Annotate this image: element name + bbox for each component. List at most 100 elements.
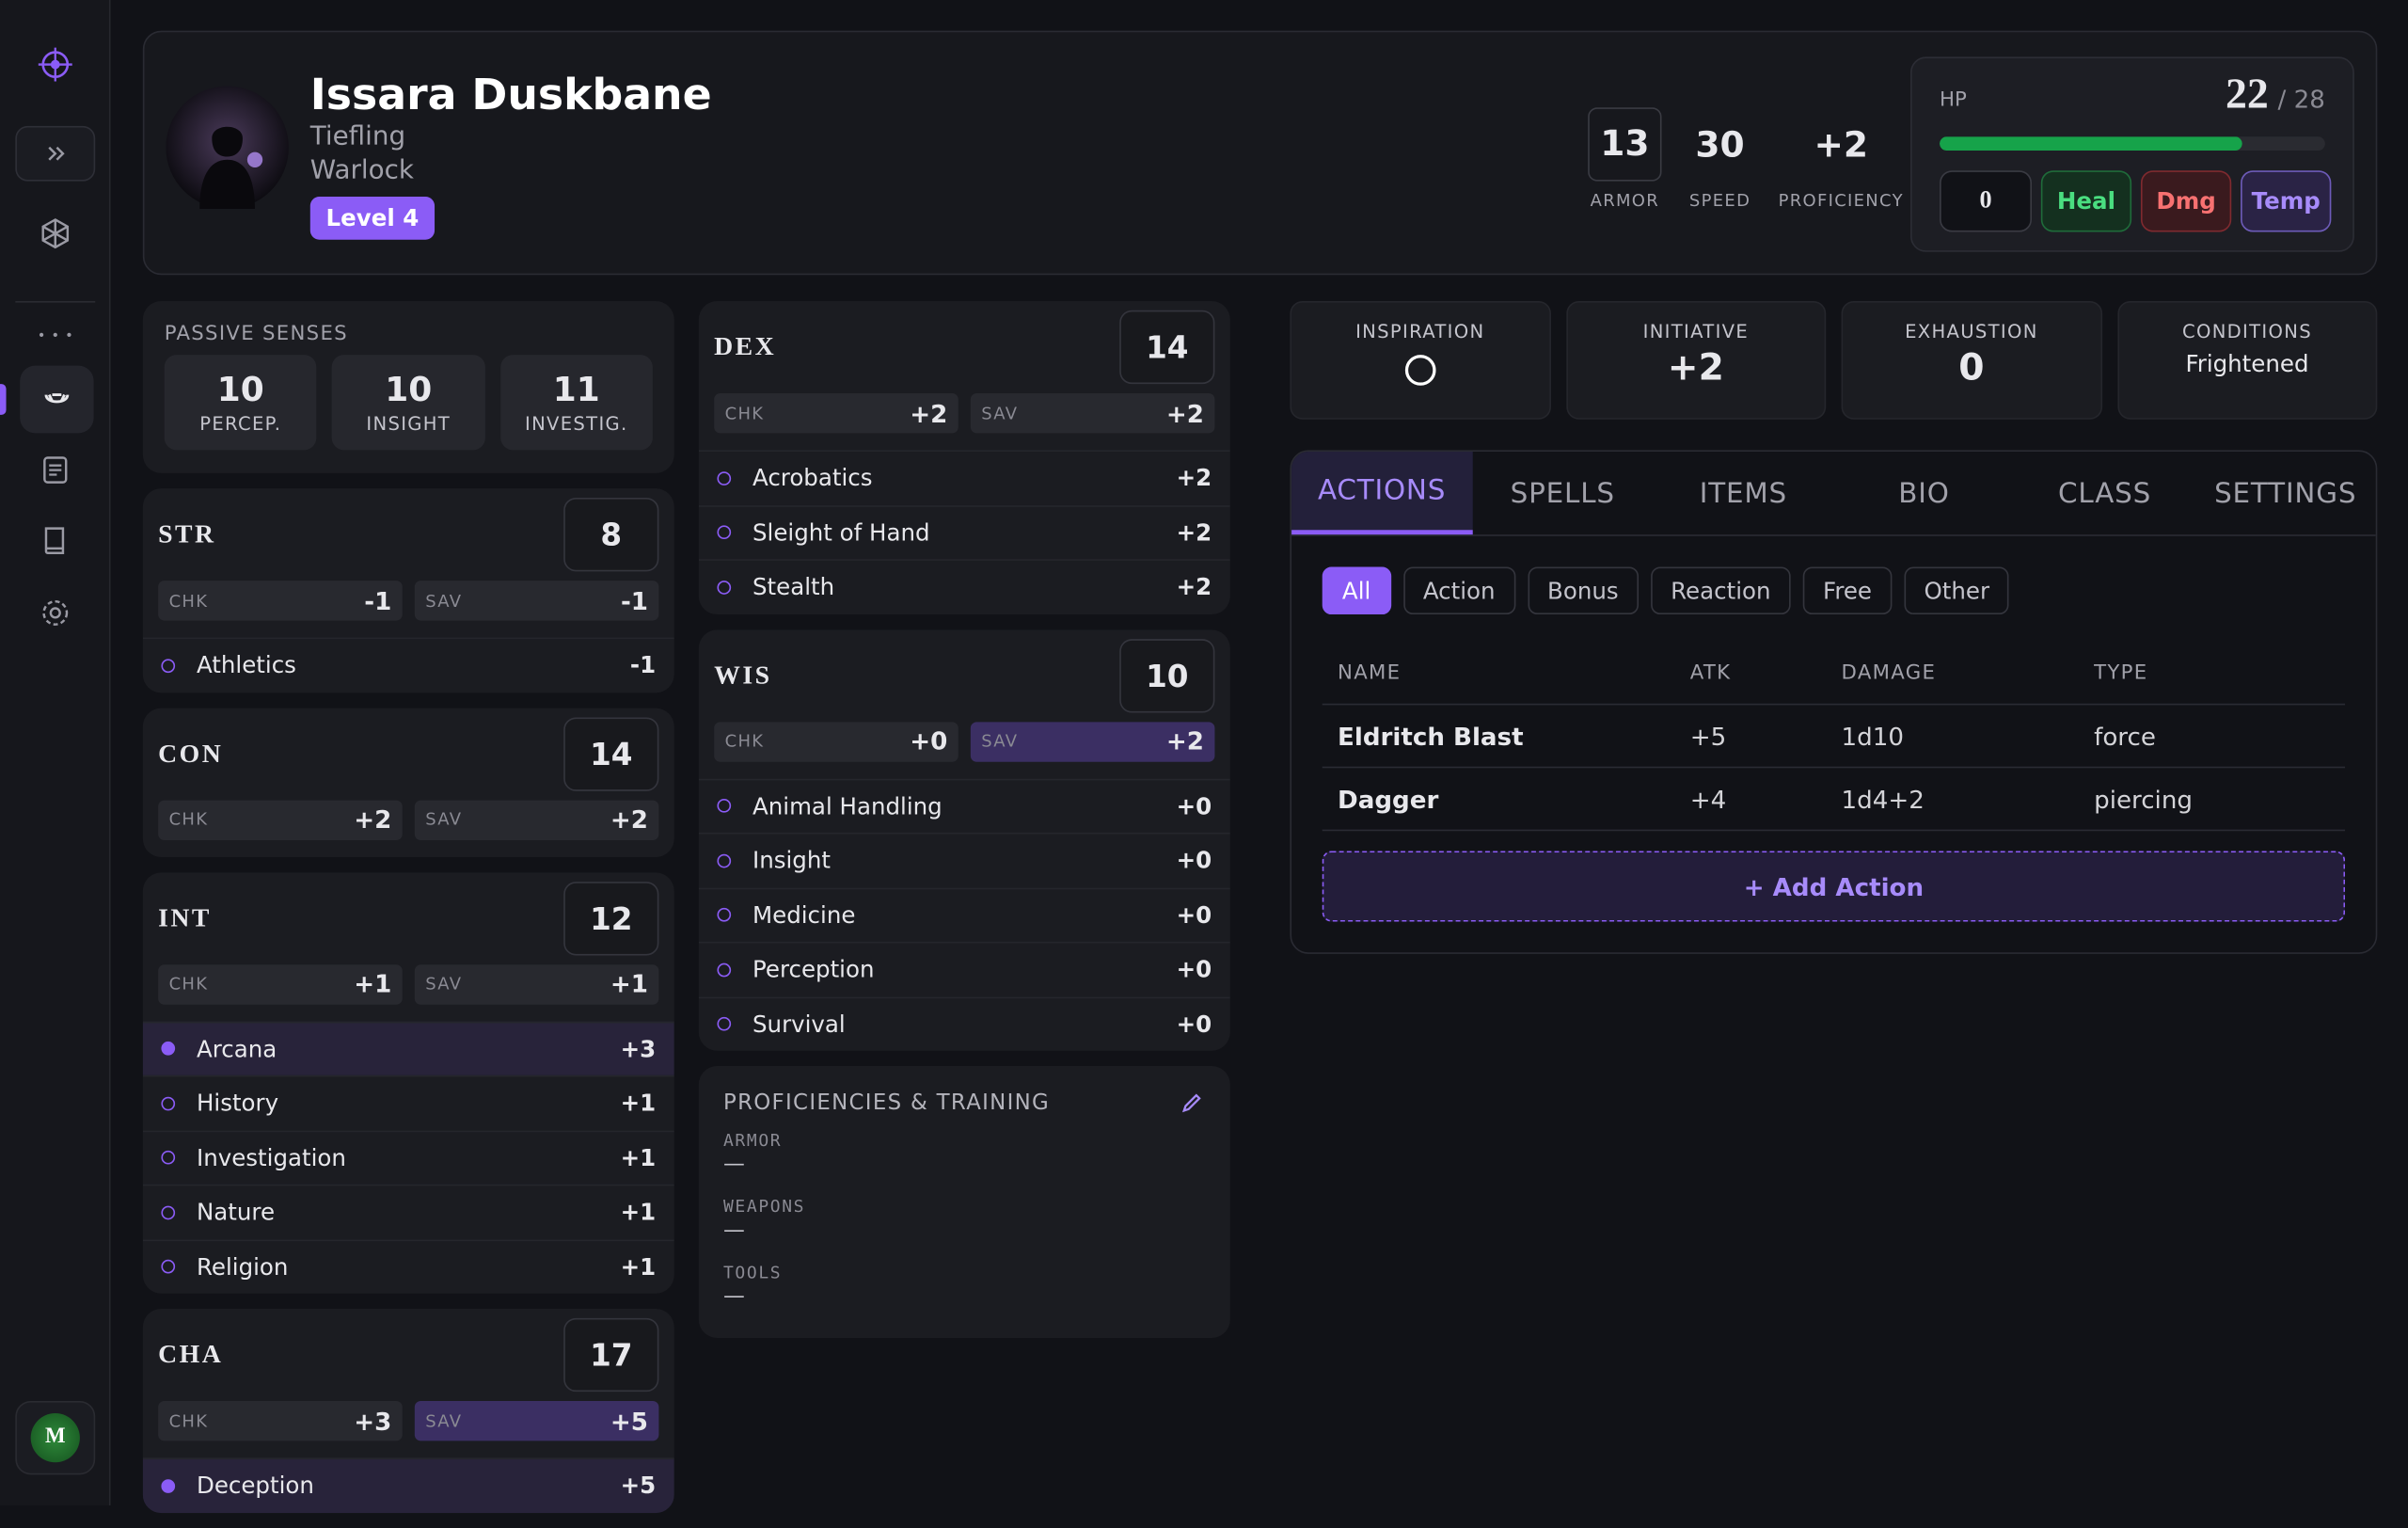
skill-name: History (196, 1089, 279, 1118)
proficiency-value: — (722, 1152, 745, 1177)
skill-row[interactable]: Nature +1 (142, 1184, 674, 1239)
stat-label: SPEED (1688, 190, 1751, 211)
dice-icon[interactable] (37, 215, 73, 252)
skill-row[interactable]: Religion +1 (142, 1238, 674, 1294)
hp-track (1940, 136, 2325, 151)
hp-input[interactable]: 0 (1940, 170, 2032, 232)
check: CHK +2 (158, 799, 403, 840)
tab[interactable]: SPELLS (1510, 476, 1615, 510)
check: CHK +1 (158, 963, 403, 1004)
hp-button[interactable]: Dmg (2140, 170, 2232, 232)
proficiency-dot (717, 908, 732, 922)
skill-row[interactable]: Sleight of Hand +2 (698, 504, 1230, 559)
tab[interactable]: ITEMS (1699, 476, 1787, 510)
skill-row[interactable]: Survival +0 (698, 995, 1230, 1051)
check-label: CHK (724, 403, 765, 423)
tab[interactable]: ACTIONS (1291, 451, 1473, 535)
tracker-value: 0 (1958, 345, 1985, 390)
active-nav[interactable] (20, 365, 94, 434)
proficiency-dot (717, 963, 732, 977)
skill-name: Animal Handling (752, 792, 943, 820)
skill-row[interactable]: Investigation +1 (142, 1129, 674, 1185)
skill-row[interactable]: Deception +5 (142, 1457, 674, 1513)
stat-value: 30 (1695, 125, 1745, 167)
notes-icon[interactable] (37, 452, 73, 488)
stat-value: 13 (1588, 107, 1662, 182)
tab[interactable]: SETTINGS (2214, 476, 2357, 510)
ability-name: INT (158, 902, 212, 932)
column-header: ATK (1689, 661, 1732, 685)
right-column: INSPIRATION INITIATIVE +2 EXHAUSTION 0 CONDIT… (1290, 300, 2378, 954)
hp-current: 22 (2225, 71, 2269, 119)
sidebar: M (0, 0, 111, 1505)
tab[interactable]: CLASS (2058, 476, 2152, 510)
inspiration-toggle[interactable] (1404, 355, 1436, 386)
ability-score: 8 (563, 497, 659, 572)
filter-chip[interactable]: Action (1402, 566, 1515, 615)
skill-row[interactable]: Arcana +3 (142, 1020, 674, 1075)
hp-button[interactable]: Temp (2241, 170, 2332, 232)
skill-row[interactable]: Athletics -1 (142, 637, 674, 692)
character-header: Issara Duskbane Tiefling Warlock Level 4… (142, 30, 2378, 276)
middle-column: DEX 14 CHK +2 SAV +2 Acrobatics +2 Sleight of Ha… (698, 300, 1230, 1353)
sense-value: 11 (552, 371, 600, 410)
user-menu[interactable]: M (15, 1400, 96, 1475)
tracker: INITIATIVE +2 (1565, 300, 1827, 420)
filter-chip[interactable]: Bonus (1527, 566, 1639, 615)
skill-value: +2 (1176, 518, 1212, 547)
skill-name: Perception (752, 955, 875, 984)
ability-card: WIS 10 CHK +0 SAV +2 Animal Handling +0 Insight +… (698, 629, 1230, 1051)
add-action-button[interactable]: + Add Action (1322, 851, 2346, 922)
ability-score: 12 (563, 881, 659, 955)
filter-chip[interactable]: All (1322, 566, 1391, 615)
check-row: CHK +2 SAV +2 (143, 799, 674, 856)
skill-row[interactable]: Perception +0 (698, 941, 1230, 996)
skill-row[interactable]: Insight +0 (698, 832, 1230, 887)
filter-chip[interactable]: Other (1904, 566, 2010, 615)
check: CHK +3 (158, 1400, 403, 1441)
hp-values: 22 / 28 (2226, 71, 2325, 119)
tracker: CONDITIONS Frightened (2116, 300, 2378, 420)
ability-score: 17 (563, 1317, 659, 1393)
check-value: +2 (354, 804, 392, 835)
check: CHK -1 (158, 581, 403, 621)
left-column: PASSIVE SENSES 10 PERCEP. 10 INSIGHT 11 INVEST… (142, 300, 674, 1528)
settings-icon[interactable] (37, 595, 73, 631)
table-row[interactable]: Eldritch Blast +5 1d10 force (1322, 705, 2346, 769)
check-value: +2 (1165, 398, 1204, 428)
table-cell: Dagger (1338, 784, 1439, 814)
book-icon[interactable] (37, 522, 73, 559)
proficiency-dot (161, 1096, 176, 1110)
skill-name: Medicine (752, 900, 856, 930)
tracker-label: CONDITIONS (2181, 321, 2312, 343)
expand-button[interactable] (15, 125, 96, 182)
skill-row[interactable]: Medicine +0 (698, 886, 1230, 942)
check-value: +2 (910, 398, 948, 428)
skill-value: +0 (1176, 792, 1212, 820)
character-name: Issara Duskbane (309, 69, 712, 120)
proficiency-dot (717, 470, 732, 485)
edit-button[interactable] (1181, 1090, 1203, 1113)
tab[interactable]: BIO (1898, 476, 1950, 510)
skill-name: Nature (196, 1198, 276, 1227)
ability-name: STR (158, 518, 216, 549)
check-label: CHK (168, 809, 209, 830)
skill-row[interactable]: Stealth +2 (698, 559, 1230, 613)
skill-row[interactable]: Acrobatics +2 (698, 450, 1230, 504)
skill-value: +3 (620, 1034, 657, 1063)
check-label: SAV (425, 974, 463, 995)
skill-name: Survival (752, 1010, 846, 1039)
class: Warlock (309, 154, 414, 186)
table-header: NAME ATK DAMAGE TYPE (1322, 642, 2346, 706)
sense: 11 INVESTIG. (499, 355, 653, 451)
check-label: SAV (981, 731, 1019, 752)
proficiency-dot (161, 1151, 176, 1165)
table-row[interactable]: Dagger +4 1d4+2 piercing (1322, 768, 2346, 832)
proficiency-label: WEAPONS (722, 1196, 806, 1218)
skill-row[interactable]: Animal Handling +0 (698, 777, 1230, 833)
filter-chip[interactable]: Free (1802, 566, 1893, 615)
filter-chip[interactable]: Reaction (1650, 566, 1791, 615)
hp-button[interactable]: Heal (2040, 170, 2132, 232)
skill-row[interactable]: History +1 (142, 1074, 674, 1130)
skill-name: Investigation (196, 1143, 346, 1172)
